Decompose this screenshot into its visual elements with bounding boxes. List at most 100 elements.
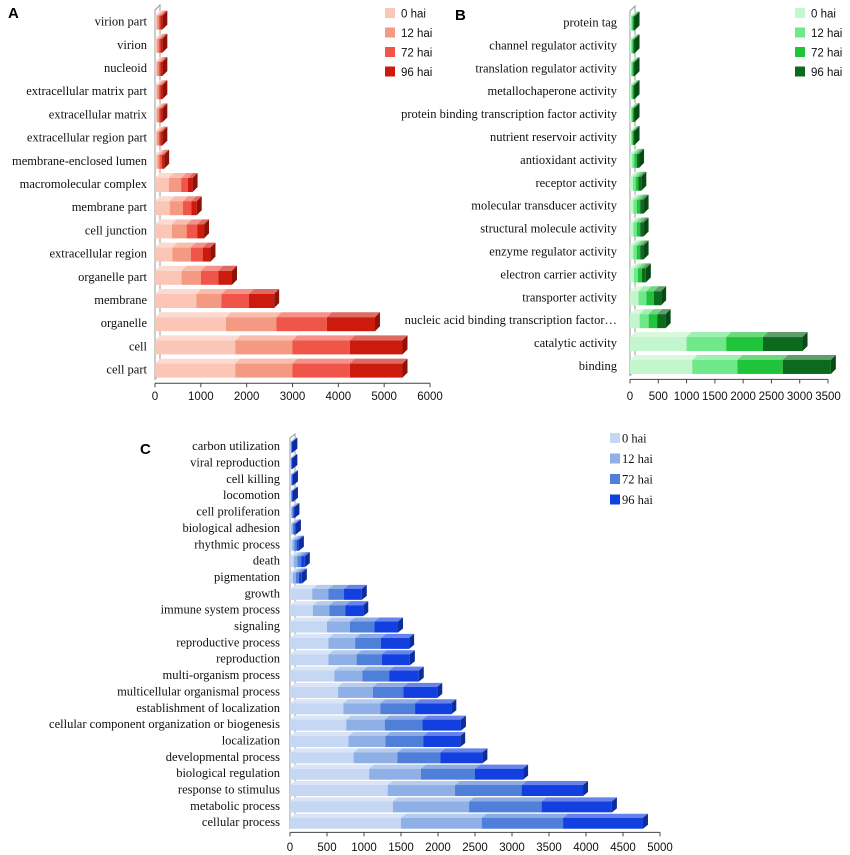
bar-front-face [638, 291, 647, 306]
category-label: cell killing [226, 472, 281, 486]
bar-top-face [186, 219, 203, 225]
bar-segment [630, 57, 637, 77]
bar-segment [221, 289, 254, 308]
bar-side-face [583, 781, 589, 797]
bar-front-face [329, 605, 346, 617]
bar-front-face [343, 703, 381, 715]
bar-segment [631, 11, 638, 31]
bar-front-face [334, 670, 363, 682]
bar-top-face [632, 34, 639, 40]
category-label: nucleoid [104, 61, 148, 75]
bar-side-face [643, 217, 649, 237]
bar-side-face [643, 194, 649, 214]
bar-segment [686, 332, 732, 352]
bar-segment [292, 486, 298, 502]
bar-segment [633, 125, 640, 145]
bar-top-face [291, 437, 297, 442]
bar-segment [455, 781, 527, 797]
x-tick-label: 1000 [674, 391, 700, 403]
category-label: structural molecule activity [480, 222, 618, 236]
bar-top-face [290, 731, 354, 736]
bar-front-face [158, 62, 161, 76]
bar-top-face [563, 813, 648, 818]
bar-top-face [782, 354, 836, 360]
bar-segment [290, 503, 297, 519]
bar-top-face [312, 584, 334, 589]
bar-segment [636, 194, 646, 214]
bar-top-face [155, 57, 162, 62]
category-label: protein tag [563, 15, 618, 29]
bar-front-face [636, 222, 641, 237]
bar-front-face [181, 178, 188, 192]
bar-segment [291, 437, 298, 453]
bar-front-face [292, 363, 350, 378]
legend-label: 96 hai [401, 67, 432, 79]
bar-front-face [290, 817, 401, 829]
bar-side-face [409, 633, 415, 649]
bar-segment [290, 601, 318, 617]
legend-swatch [610, 433, 620, 443]
bar-segment [291, 470, 298, 486]
bar-top-face [345, 601, 369, 606]
bar-segment [155, 80, 162, 100]
bar-top-face [293, 552, 303, 557]
bar-front-face [380, 703, 416, 715]
bar-front-face [156, 15, 159, 30]
bar-top-face [158, 103, 166, 109]
bar-top-face [171, 219, 192, 225]
bar-front-face [346, 719, 385, 731]
bar-top-face [294, 519, 301, 524]
bar-front-face [290, 654, 329, 666]
bar-segment [349, 617, 380, 633]
bar-segment [630, 309, 645, 329]
bar-top-face [338, 682, 378, 687]
bar-segment [290, 486, 296, 502]
bar-segment [541, 797, 617, 813]
category-label: extracellular region [49, 247, 147, 261]
bar-front-face [200, 270, 219, 285]
bar-top-face [635, 171, 644, 177]
bar-side-face [162, 10, 168, 30]
bar-front-face [469, 801, 542, 813]
bar-segment [633, 217, 642, 237]
x-tick-label: 3500 [536, 842, 562, 854]
bar-segment [401, 813, 487, 829]
bar-front-face [630, 199, 634, 214]
bar-segment [155, 57, 162, 76]
bar-segment [292, 519, 300, 535]
bar-side-face [274, 289, 280, 308]
bar-segment [296, 535, 304, 551]
bar-segment [155, 358, 241, 378]
bar-segment [290, 781, 393, 797]
bar-top-face [636, 194, 646, 200]
bar-segment [636, 217, 646, 237]
bar-front-face [221, 294, 249, 308]
bar-top-face [633, 34, 640, 40]
bar-front-face [291, 490, 293, 502]
bar-top-face [353, 748, 403, 753]
bar-front-face [291, 441, 293, 453]
bar-top-face [196, 289, 227, 294]
legend-label: 12 hai [401, 28, 432, 40]
bar-top-face [169, 196, 188, 202]
bar-top-face [226, 312, 282, 318]
bar-side-face [398, 617, 404, 633]
bar-side-face [611, 797, 617, 813]
category-label: metabolic process [190, 799, 280, 813]
bar-segment [290, 535, 298, 551]
bar-side-face [641, 171, 647, 191]
category-label: response to stimulus [178, 783, 280, 797]
bar-front-face [290, 605, 313, 617]
bar-top-face [632, 103, 639, 109]
bar-front-face [292, 572, 296, 584]
bar-segment [640, 194, 649, 214]
bar-front-face [634, 153, 637, 168]
bar-top-face [290, 437, 296, 442]
category-label: reproduction [216, 652, 281, 666]
bar-top-face [155, 242, 178, 248]
bar-front-face [686, 337, 727, 352]
bar-front-face [297, 556, 302, 568]
bar-front-face [630, 176, 633, 191]
bar-front-face [290, 719, 347, 731]
bar-segment [631, 125, 638, 145]
